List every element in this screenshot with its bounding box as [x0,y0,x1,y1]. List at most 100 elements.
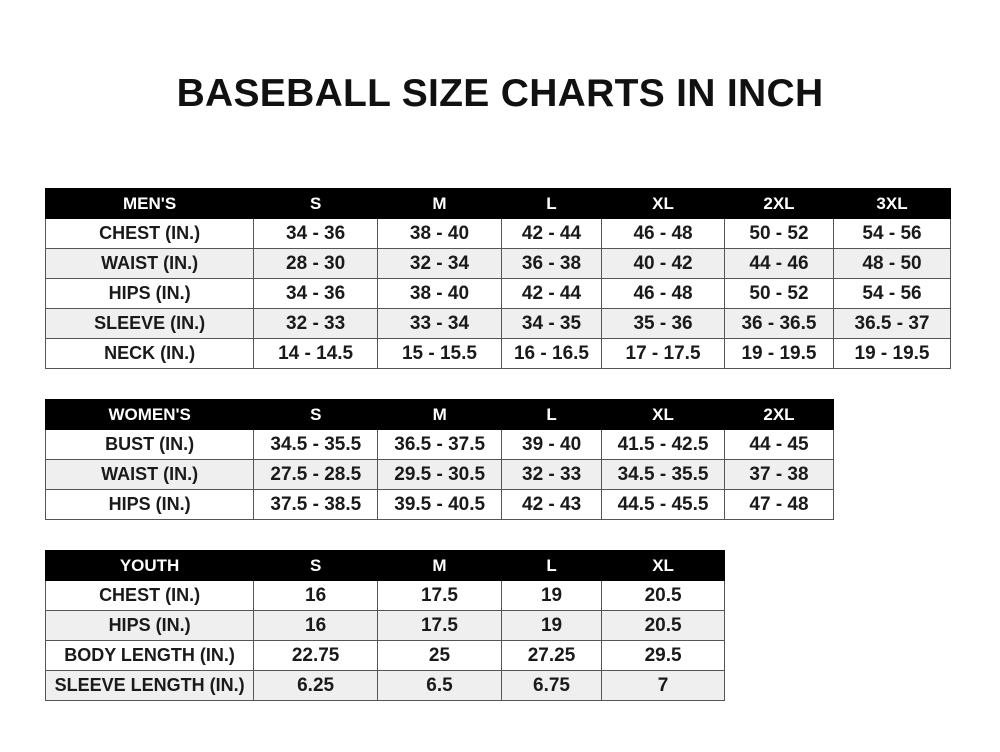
size-header: XL [601,399,725,430]
size-value: 17 - 17.5 [601,338,725,369]
size-value: 42 - 44 [500,278,603,309]
size-value: 34 - 36 [253,218,379,249]
mens-size-table: MEN'S S M L XL 2XL 3XL CHEST (IN.) 34 - 36 38 - 4… [44,188,951,369]
size-value: 37.5 - 38.5 [253,489,379,520]
measurement-label: HIPS (IN.) [44,489,255,520]
size-header: M [377,188,502,219]
size-value: 54 - 56 [833,278,951,309]
size-value: 32 - 33 [253,308,379,339]
size-header: XL [601,550,725,581]
size-value: 19 [500,580,603,611]
size-value: 34.5 - 35.5 [601,459,725,490]
size-value: 33 - 34 [377,308,502,339]
header-row: MEN'S S M L XL 2XL 3XL [44,188,951,219]
womens-size-table: WOMEN'S S M L XL 2XL BUST (IN.) 34.5 - 35.5 36.5… [44,399,835,520]
size-value: 44 - 45 [723,429,835,460]
size-value: 44 - 46 [723,248,835,279]
size-value: 50 - 52 [723,218,835,249]
size-header: M [377,399,503,430]
size-value: 39.5 - 40.5 [377,489,503,520]
size-value: 25 [377,640,502,671]
size-value: 36.5 - 37 [833,308,951,339]
size-value: 6.25 [253,670,379,701]
size-value: 27.25 [500,640,603,671]
measurement-label: BUST (IN.) [44,429,255,460]
measurement-label: CHEST (IN.) [44,580,255,611]
table-row: NECK (IN.) 14 - 14.5 15 - 15.5 16 - 16.5 17 … [44,338,951,369]
size-value: 34 - 35 [500,308,603,339]
size-header: L [500,188,603,219]
size-value: 29.5 - 30.5 [377,459,503,490]
table-row: CHEST (IN.) 16 17.5 19 20.5 [44,580,725,611]
size-value: 27.5 - 28.5 [253,459,379,490]
size-value: 37 - 38 [723,459,835,490]
size-value: 7 [601,670,725,701]
measurement-label: WAIST (IN.) [44,459,255,490]
size-value: 39 - 40 [501,429,603,460]
size-value: 32 - 34 [377,248,502,279]
size-header: 3XL [833,188,951,219]
size-value: 19 - 19.5 [833,338,951,369]
size-value: 48 - 50 [833,248,951,279]
size-header: S [253,399,379,430]
size-value: 40 - 42 [601,248,725,279]
table-row: HIPS (IN.) 37.5 - 38.5 39.5 - 40.5 42 - 43 4… [44,489,835,520]
table-row: HIPS (IN.) 34 - 36 38 - 40 42 - 44 46 - 48 50… [44,278,951,309]
size-value: 38 - 40 [377,218,502,249]
page-title: BASEBALL SIZE CHARTS IN INCH [176,72,824,115]
size-value: 16 - 16.5 [500,338,603,369]
size-value: 41.5 - 42.5 [601,429,725,460]
size-value: 32 - 33 [501,459,603,490]
size-value: 28 - 30 [253,248,379,279]
size-header: S [253,188,379,219]
size-header: S [253,550,379,581]
size-header: L [500,550,603,581]
size-header: XL [601,188,725,219]
table-row: SLEEVE LENGTH (IN.) 6.25 6.5 6.75 7 [44,670,725,701]
category-header: YOUTH [44,550,255,581]
size-value: 20.5 [601,580,725,611]
size-value: 34.5 - 35.5 [253,429,379,460]
size-value: 29.5 [601,640,725,671]
size-value: 34 - 36 [253,278,379,309]
size-value: 46 - 48 [601,218,725,249]
table-row: WAIST (IN.) 27.5 - 28.5 29.5 - 30.5 32 - 33… [44,459,835,490]
size-header: 2XL [723,188,835,219]
table-row: HIPS (IN.) 16 17.5 19 20.5 [44,610,725,641]
header-row: YOUTH S M L XL [44,550,725,581]
size-header: 2XL [723,399,835,430]
size-value: 36 - 36.5 [723,308,835,339]
size-value: 14 - 14.5 [253,338,379,369]
table-row: CHEST (IN.) 34 - 36 38 - 40 42 - 44 46 - 48 5… [44,218,951,249]
size-value: 22.75 [253,640,379,671]
table-row: WAIST (IN.) 28 - 30 32 - 34 36 - 38 40 - 42 4… [44,248,951,279]
table-row: BUST (IN.) 34.5 - 35.5 36.5 - 37.5 39 - 40 4… [44,429,835,460]
size-value: 42 - 43 [501,489,603,520]
measurement-label: HIPS (IN.) [44,610,255,641]
measurement-label: BODY LENGTH (IN.) [44,640,255,671]
size-value: 38 - 40 [377,278,502,309]
size-value: 44.5 - 45.5 [601,489,725,520]
measurement-label: WAIST (IN.) [44,248,255,279]
size-value: 50 - 52 [723,278,835,309]
size-value: 19 [500,610,603,641]
measurement-label: SLEEVE LENGTH (IN.) [44,670,255,701]
size-header: M [377,550,502,581]
youth-size-table: YOUTH S M L XL CHEST (IN.) 16 17.5 19 20.5 HIPS (I… [44,550,725,701]
size-value: 6.75 [500,670,603,701]
measurement-label: HIPS (IN.) [44,278,255,309]
size-value: 17.5 [377,580,502,611]
size-value: 46 - 48 [601,278,725,309]
measurement-label: NECK (IN.) [44,338,255,369]
table-row: SLEEVE (IN.) 32 - 33 33 - 34 34 - 35 35 - 36… [44,308,951,339]
size-value: 20.5 [601,610,725,641]
measurement-label: SLEEVE (IN.) [44,308,255,339]
header-row: WOMEN'S S M L XL 2XL [44,399,835,430]
size-value: 19 - 19.5 [723,338,835,369]
size-header: L [501,399,603,430]
size-value: 35 - 36 [601,308,725,339]
size-value: 36 - 38 [500,248,603,279]
size-value: 17.5 [377,610,502,641]
size-value: 16 [253,580,379,611]
size-value: 54 - 56 [833,218,951,249]
